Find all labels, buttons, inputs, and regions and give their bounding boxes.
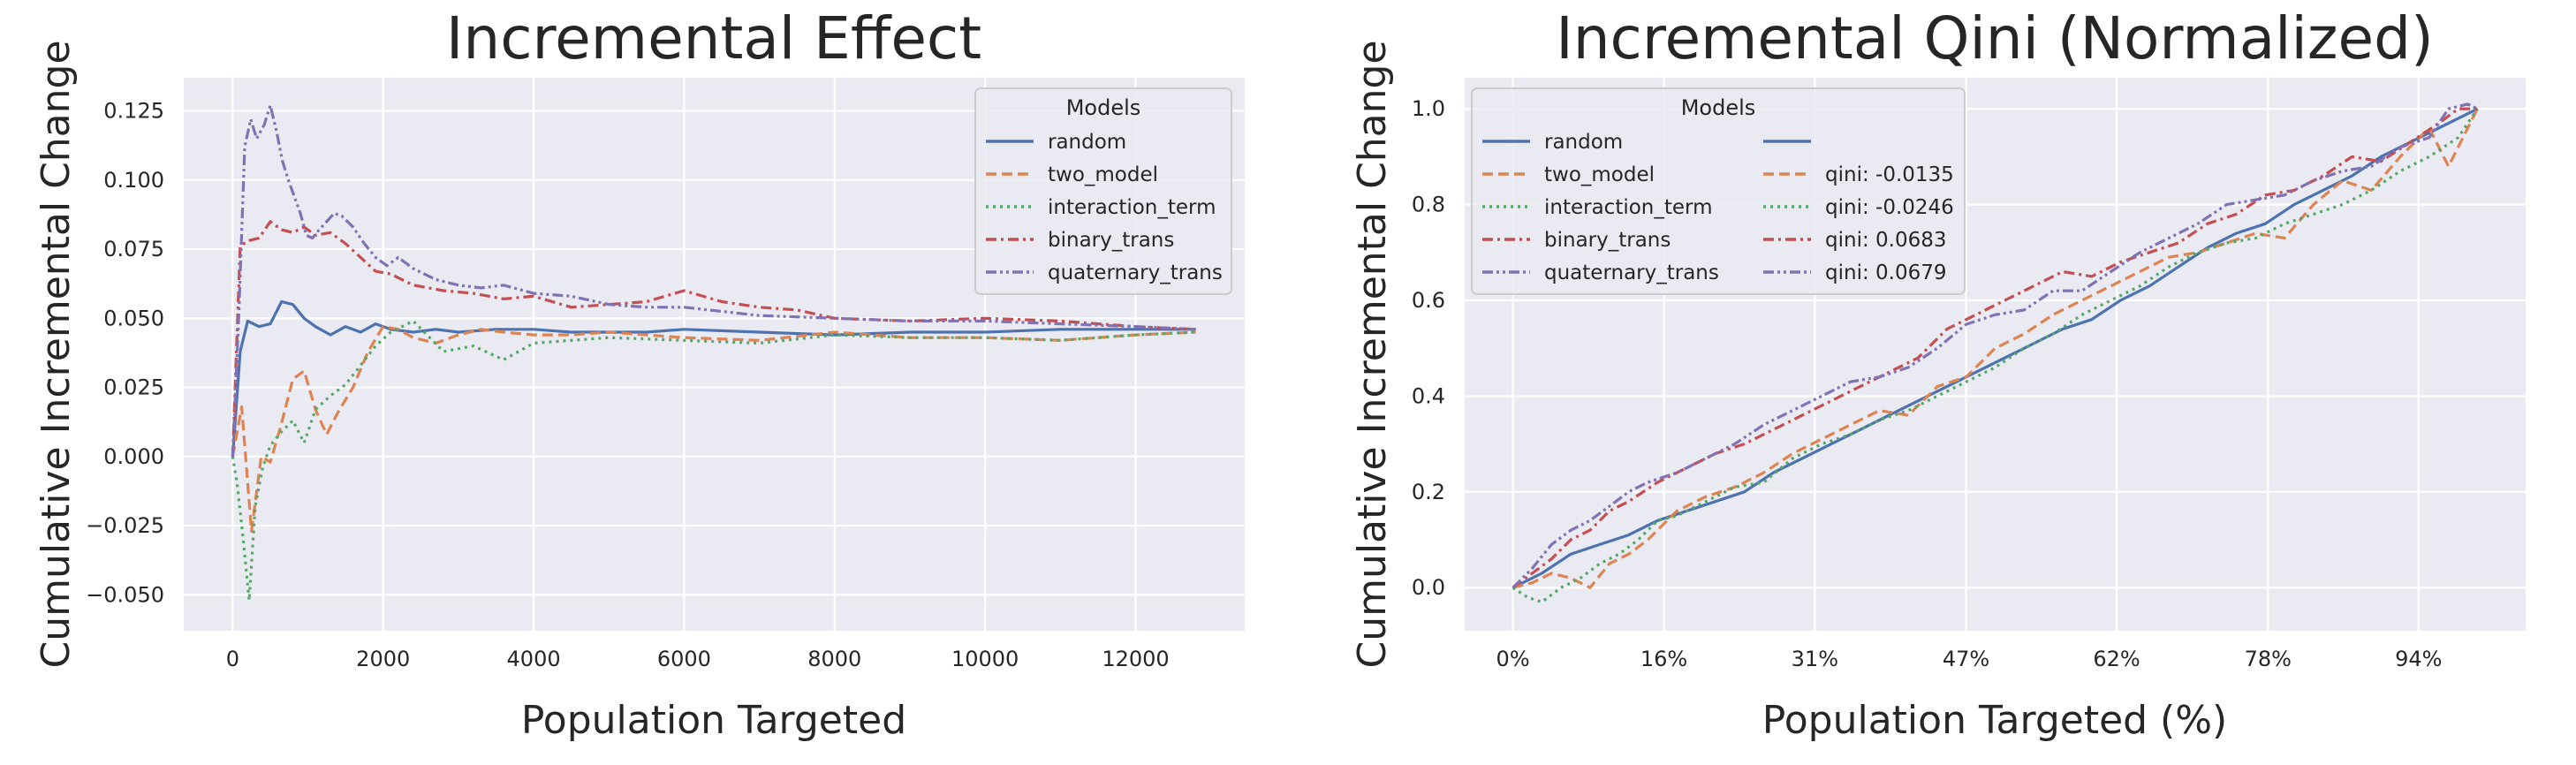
legend-label: quaternary_trans xyxy=(1544,261,1719,284)
series-layer xyxy=(231,103,1196,602)
series-line-binary-trans xyxy=(231,220,1196,457)
grid-lines xyxy=(184,78,1245,631)
series-line-interaction-term xyxy=(231,319,1196,602)
legend-label: binary_trans xyxy=(1544,229,1671,252)
y-tick-label: −0.050 xyxy=(86,582,164,607)
y-tick-label: 0.000 xyxy=(103,444,164,469)
x-tick-labels: 0 2000 4000 6000 8000 10000 12000 xyxy=(226,647,1170,671)
chart-title: Incremental Qini (Normalized) xyxy=(1556,4,2433,72)
chart-incremental-qini: 0.00.20.40.60.81.0 0% 16% 31% 47% 62% 78% 94% … xyxy=(1350,4,2526,743)
legend-label: interaction_term xyxy=(1048,196,1216,219)
legend-item: binary_trans xyxy=(986,229,1174,252)
y-tick-label: 0.4 xyxy=(1412,383,1445,408)
x-tick-label: 78% xyxy=(2245,647,2292,671)
y-axis-label: Cumulative Incremental Change xyxy=(1350,40,1395,668)
legend-label: two_model xyxy=(1544,163,1655,186)
x-axis-label: Population Targeted (%) xyxy=(1762,698,2227,743)
legend-label: binary_trans xyxy=(1048,229,1174,252)
legend-item: qini: 0.0683 xyxy=(1763,229,1947,252)
x-tick-label: 94% xyxy=(2395,647,2442,671)
legend-label: interaction_term xyxy=(1544,196,1713,219)
legend-item: interaction_term xyxy=(986,196,1216,219)
x-tick-label: 16% xyxy=(1640,647,1687,671)
legend-item: qini: 0.0679 xyxy=(1763,261,1947,284)
x-tick-label: 10000 xyxy=(951,647,1019,671)
legend-item: two_model xyxy=(1482,163,1655,186)
legend-label: qini: -0.0246 xyxy=(1825,196,1954,219)
legend-item: interaction_term xyxy=(1482,196,1713,219)
y-tick-label: −0.025 xyxy=(86,513,164,538)
series-line-random xyxy=(1512,107,2479,589)
legend: Models random two_model interaction_term… xyxy=(1471,87,1966,295)
legend-frame xyxy=(1471,87,1966,295)
x-tick-label: 2000 xyxy=(356,647,410,671)
y-tick-labels: −0.050 −0.025 0.000 0.025 0.050 0.075 0.100 0.1… xyxy=(86,99,164,608)
series-line-quaternary-trans xyxy=(231,103,1196,457)
y-tick-label: 0.2 xyxy=(1412,480,1445,504)
y-tick-label: 0.0 xyxy=(1412,575,1445,600)
x-tick-label: 47% xyxy=(1943,647,1989,671)
legend-label: qini: -0.0135 xyxy=(1825,163,1954,186)
y-tick-label: 0.8 xyxy=(1412,193,1445,217)
x-tick-label: 31% xyxy=(1792,647,1838,671)
legend-title: Models xyxy=(1681,95,1756,120)
series-line-two-model xyxy=(1512,108,2479,589)
y-tick-label: 0.050 xyxy=(103,306,164,330)
y-tick-label: 0.075 xyxy=(103,237,164,261)
legend-item: binary_trans xyxy=(1482,229,1671,252)
series-layer xyxy=(1512,102,2479,604)
legend: Models random two_model interaction_term… xyxy=(974,87,1232,295)
y-tick-label: 0.025 xyxy=(103,375,164,400)
legend-item: qini: -0.0135 xyxy=(1763,163,1954,186)
y-tick-label: 1.0 xyxy=(1412,96,1445,121)
series-line-two-model xyxy=(231,325,1196,533)
x-tick-label: 62% xyxy=(2093,647,2140,671)
series-line-interaction-term xyxy=(1512,108,2479,604)
legend-label: quaternary_trans xyxy=(1048,261,1223,284)
x-tick-label: 6000 xyxy=(657,647,711,671)
legend-item: two_model xyxy=(986,163,1158,186)
x-axis-label: Population Targeted xyxy=(521,698,906,743)
x-tick-label: 8000 xyxy=(807,647,861,671)
legend-label: two_model xyxy=(1048,163,1158,186)
x-tick-labels: 0% 16% 31% 47% 62% 78% 94% xyxy=(1496,647,2443,671)
x-tick-label: 4000 xyxy=(507,647,561,671)
chart-incremental-effect: −0.050 −0.025 0.000 0.025 0.050 0.075 0.100 0.1… xyxy=(34,4,1245,743)
legend-item: qini: -0.0246 xyxy=(1763,196,1954,219)
legend-item: random xyxy=(986,131,1126,154)
series-line-quaternary-trans xyxy=(1512,102,2479,589)
y-tick-label: 0.6 xyxy=(1412,288,1445,313)
legend-item: quaternary_trans xyxy=(986,261,1223,284)
y-tick-label: 0.125 xyxy=(103,99,164,124)
legend-label: qini: 0.0679 xyxy=(1825,261,1947,284)
legend-frame xyxy=(974,87,1232,295)
y-tick-label: 0.100 xyxy=(103,168,164,193)
chart-title: Incremental Effect xyxy=(446,4,981,72)
legend-label: qini: 0.0683 xyxy=(1825,229,1947,252)
legend-label: random xyxy=(1544,131,1623,154)
legend-item: random xyxy=(1482,131,1623,154)
legend-label: random xyxy=(1048,131,1126,154)
legend-title: Models xyxy=(1066,95,1141,120)
x-tick-label: 0 xyxy=(226,647,239,671)
legend-item: quaternary_trans xyxy=(1482,261,1719,284)
y-axis-label: Cumulative Incremental Change xyxy=(34,40,79,668)
y-tick-labels: 0.0 0.2 0.4 0.6 0.8 1.0 xyxy=(1412,96,1445,600)
x-tick-label: 0% xyxy=(1496,647,1530,671)
x-tick-label: 12000 xyxy=(1102,647,1169,671)
